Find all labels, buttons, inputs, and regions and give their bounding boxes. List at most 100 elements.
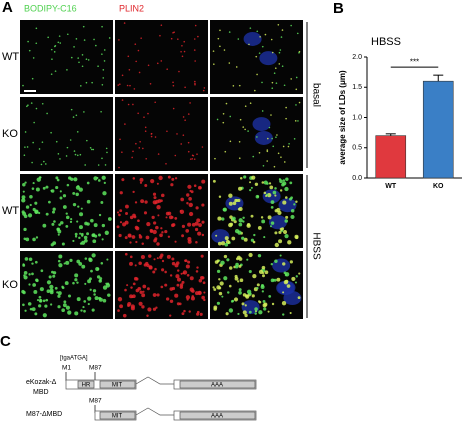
droplet [187,184,192,189]
droplet [141,305,145,309]
droplet [134,264,137,267]
droplet [280,36,283,38]
droplet [215,234,218,237]
row-label: WT [2,51,19,63]
droplet [107,293,111,297]
nucleus [254,130,273,145]
droplet [74,232,78,236]
droplet [152,270,156,274]
droplet [156,293,160,297]
droplet [76,281,79,284]
droplet [84,257,88,260]
droplet [252,274,257,279]
droplet [100,200,104,204]
droplet [282,262,286,266]
chart-title: HBSS [371,36,401,48]
droplet [65,155,68,157]
droplet [103,49,106,51]
droplet [294,120,297,122]
droplet [152,192,157,196]
droplet [143,211,148,215]
droplet [262,164,265,167]
droplet [140,37,142,39]
droplet [277,152,280,155]
droplet [219,281,224,286]
droplet [22,263,26,267]
row-label: KO [2,128,18,140]
droplet [101,175,106,180]
droplet [277,210,282,216]
droplet [274,67,277,70]
droplet [270,262,273,266]
droplet [72,116,75,118]
droplet [147,307,152,312]
droplet [32,141,34,144]
nucleus [252,117,271,132]
droplet [193,158,196,160]
droplet [270,38,273,41]
marker-label: M1 [62,365,71,372]
droplet [70,56,73,59]
droplet [184,86,186,89]
droplet [123,22,126,24]
droplet [217,241,222,246]
droplet [150,135,153,138]
droplet [102,77,105,79]
droplet [242,293,247,297]
droplet [28,49,31,52]
droplet [225,102,228,105]
droplet [128,234,132,238]
droplet [183,309,186,313]
droplet [96,275,101,279]
droplet [212,179,216,183]
droplet [198,279,203,283]
sequence-label: [tgaATGA] [60,356,88,362]
droplet [191,295,195,298]
droplet [187,150,190,153]
droplet [101,238,104,241]
droplet [256,30,259,33]
droplet [274,209,278,213]
droplet [135,226,140,231]
droplet [288,142,290,145]
droplet [238,186,243,191]
droplet [295,76,298,79]
droplet [290,24,292,27]
droplet [31,161,33,164]
droplet [60,221,64,225]
droplet [187,113,190,115]
micrograph [115,97,208,171]
droplet [220,260,225,265]
droplet [133,215,137,219]
droplet [72,202,77,207]
droplet [234,264,239,269]
droplet [277,23,280,26]
droplet [46,280,52,285]
droplet [161,268,165,272]
droplet [261,290,264,293]
droplet [239,176,243,180]
droplet [51,210,55,214]
droplet [274,187,277,190]
droplet [61,242,65,246]
droplet [145,157,148,160]
droplet [133,88,136,90]
droplet [119,221,123,224]
droplet [132,294,136,299]
droplet [131,156,133,159]
droplet [233,220,237,224]
droplet [154,136,157,138]
droplet [271,81,274,84]
droplet [284,219,289,223]
droplet [238,218,243,223]
droplet [74,278,78,282]
droplet [45,185,49,189]
droplet [174,263,179,268]
droplet [284,196,288,199]
droplet [182,134,185,136]
droplet [83,39,86,41]
droplet [264,270,269,275]
droplet [29,194,33,199]
droplet [224,236,229,241]
droplet [238,222,243,227]
